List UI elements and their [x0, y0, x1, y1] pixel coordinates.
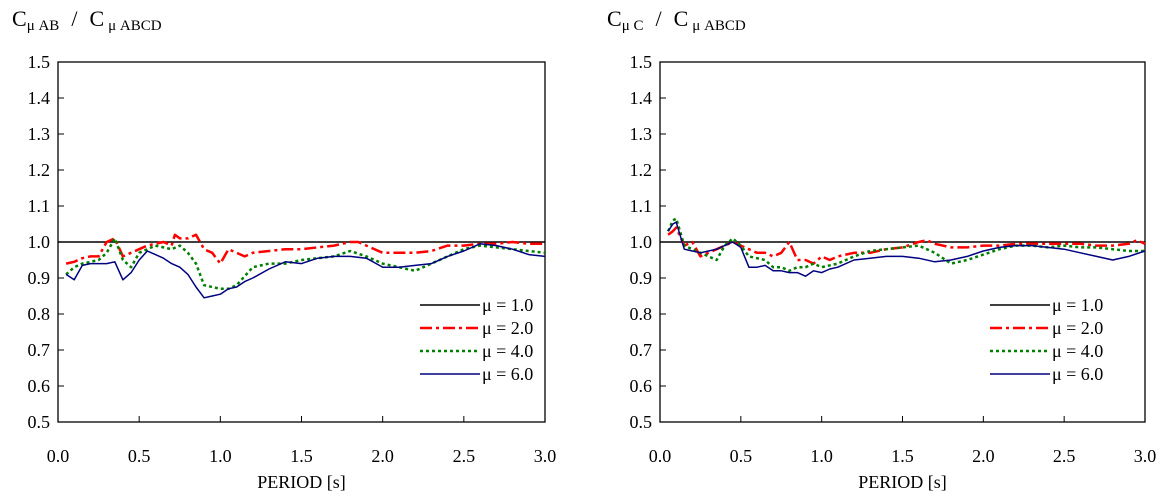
x-tick-label: 2.0 — [371, 446, 394, 466]
x-axis-label: PERIOD [s] — [858, 472, 947, 492]
legend-label: μ = 6.0 — [1052, 364, 1103, 384]
y-tick-label: 0.7 — [630, 340, 653, 360]
y-tick-label: 1.0 — [28, 232, 51, 252]
x-tick-label: 0.5 — [730, 446, 753, 466]
title-denominator-base: C — [89, 6, 105, 31]
title-numerator-sub: μ C — [621, 18, 644, 34]
y-tick-label: 0.8 — [630, 304, 653, 324]
title-numerator-sub: μ AB — [26, 18, 60, 34]
y-tick-label: 1.1 — [28, 196, 51, 216]
chart-plot: 0.5 0.6 0.7 0.8 0.9 1.0 1.1 1.2 1.3 1.4 1.5 0.0 0.5 1… — [630, 52, 1157, 492]
y-tick-label: 0.7 — [28, 340, 51, 360]
x-axis-label: PERIOD [s] — [257, 472, 346, 492]
y-tick-label: 0.5 — [630, 412, 653, 432]
title-numerator-base: C — [12, 6, 27, 31]
y-tick-label: 1.1 — [630, 196, 653, 216]
legend-label: μ = 2.0 — [482, 318, 533, 338]
x-tick-label: 2.5 — [453, 446, 476, 466]
x-tick-label: 1.5 — [290, 446, 313, 466]
y-tick-label: 1.2 — [28, 160, 51, 180]
x-tick-label: 1.5 — [891, 446, 914, 466]
series-line-mu-4 — [65, 243, 546, 299]
legend-label: μ = 4.0 — [482, 341, 533, 361]
x-tick-label: 1.0 — [209, 446, 232, 466]
y-tick-label: 0.9 — [630, 268, 653, 288]
x-tick-label: 3.0 — [534, 446, 557, 466]
title-numerator-base: C — [607, 6, 622, 31]
legend-label: μ = 1.0 — [1052, 295, 1103, 315]
x-tick-label: 0.0 — [47, 446, 70, 466]
y-tick-label: 1.3 — [630, 124, 653, 144]
y-tick-label: 0.6 — [630, 376, 653, 396]
legend-label: μ = 2.0 — [1052, 318, 1103, 338]
x-tick-label: 0.5 — [128, 446, 151, 466]
title-denominator-base: C — [673, 6, 689, 31]
legend-label: μ = 6.0 — [482, 364, 533, 384]
x-tick-label: 2.0 — [972, 446, 995, 466]
legend-label: μ = 1.0 — [482, 295, 533, 315]
title-slash: / — [71, 6, 78, 31]
title-denominator-sub: μ ABCD — [108, 18, 162, 34]
chart-plot: 0.5 0.6 0.7 0.8 0.9 1.0 1.1 1.2 1.3 1.4 1.5 0.0 0.5 1… — [28, 52, 557, 492]
y-tick-label: 1.2 — [630, 160, 653, 180]
y-tick-label: 1.3 — [28, 124, 51, 144]
y-tick-label: 1.5 — [630, 52, 653, 72]
y-tick-label: 1.4 — [630, 88, 653, 108]
legend-label: μ = 4.0 — [1052, 341, 1103, 361]
y-tick-label: 0.9 — [28, 268, 51, 288]
y-tick-label: 1.4 — [28, 88, 51, 108]
x-tick-label: 1.0 — [810, 446, 833, 466]
title-slash: / — [655, 6, 662, 31]
x-tick-label: 2.5 — [1053, 446, 1076, 466]
title-denominator-sub: μ ABCD — [692, 18, 746, 34]
y-tick-label: 0.8 — [28, 304, 51, 324]
x-tick-label: 0.0 — [649, 446, 672, 466]
x-tick-label: 3.0 — [1134, 446, 1157, 466]
y-tick-label: 0.6 — [28, 376, 51, 396]
series-line-mu-2 — [65, 233, 545, 265]
y-tick-label: 1.5 — [28, 52, 51, 72]
y-tick-label: 0.5 — [28, 412, 51, 432]
series-line-mu-4 — [667, 221, 1146, 277]
y-tick-label: 1.0 — [630, 232, 653, 252]
series-line-mu-3 — [65, 237, 546, 291]
